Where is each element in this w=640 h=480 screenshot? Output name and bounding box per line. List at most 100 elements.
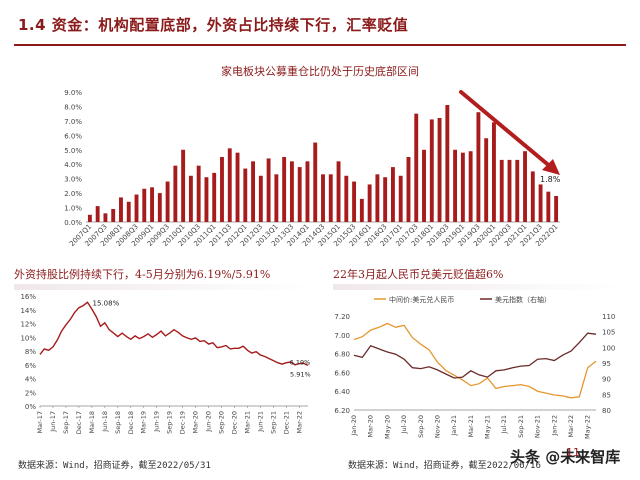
x-tick-label: Dec-20 — [231, 411, 239, 434]
slide-title: 1.4 资金：机构配置底部，外资占比持续下行，汇率贬值 — [18, 16, 409, 34]
bar — [352, 181, 357, 222]
bar — [398, 175, 403, 222]
data-label-last: 1.8% — [540, 175, 561, 184]
x-tick-label: Sep-17 — [62, 411, 70, 434]
x-tick-label: Mar-19 — [140, 411, 148, 433]
bar — [235, 152, 240, 222]
bar — [165, 181, 170, 222]
chart3-title-rule — [333, 284, 621, 290]
y-tick-label: 14% — [20, 307, 36, 315]
x-tick-label: Jan-21 — [450, 415, 458, 437]
x-tick-label: Jul-20 — [400, 415, 408, 434]
y-tick-label: 5.0% — [64, 147, 82, 155]
bar — [227, 148, 232, 222]
bar — [196, 165, 201, 222]
source-note-left: 数据来源：Wind，招商证券，截至2022/05/31 — [18, 461, 211, 471]
bar — [336, 161, 341, 222]
y-left-tick-label: 6.80 — [334, 351, 350, 359]
bar — [484, 138, 489, 222]
x-tick-label: Jun-20 — [205, 411, 213, 433]
bar — [297, 167, 302, 222]
x-tick-label: Jul-21 — [500, 415, 508, 434]
bar — [305, 161, 310, 222]
bar — [181, 149, 186, 222]
dxy-line — [353, 332, 597, 379]
bar — [126, 201, 131, 222]
bar — [359, 198, 364, 222]
bar — [414, 113, 419, 222]
bar — [390, 167, 395, 222]
x-tick-label: Sep-19 — [166, 411, 174, 434]
bar — [150, 187, 154, 222]
watermark: 头条 @未来智库 — [510, 448, 621, 466]
fx-dual-axis-chart: 6.20 6.40 6.60 6.80 7.00 7.20 80 85 90 95 100 105 11… — [334, 295, 615, 439]
y-tick-label: 0% — [25, 403, 36, 411]
bar — [321, 174, 325, 222]
bar — [95, 206, 100, 222]
foreign-holding-line — [39, 301, 309, 367]
bar — [453, 149, 458, 222]
x-tick-label: Sep-20 — [218, 411, 226, 434]
peak-label: 15.08% — [93, 299, 120, 307]
x-tick-label: Dec-18 — [127, 411, 135, 434]
bar — [383, 177, 388, 222]
x-tick-label: Sep-21 — [269, 411, 277, 434]
legend-label: 美元指数（右轴） — [495, 295, 551, 304]
y-left-tick-label: 7.00 — [334, 332, 350, 340]
usdcny-line — [353, 322, 597, 399]
bar — [437, 118, 442, 222]
x-tick-label: Dec-17 — [75, 411, 83, 434]
y-tick-label: 16% — [20, 293, 36, 301]
bar — [282, 157, 287, 222]
bar — [142, 188, 147, 222]
y-right-tick-label: 80 — [602, 407, 611, 415]
x-tick-label: Mar-17 — [36, 411, 44, 433]
y-right-tick-label: 85 — [602, 391, 611, 399]
bar — [468, 151, 473, 222]
y-right-tick-label: 95 — [602, 360, 611, 368]
chart2-title-rule — [14, 284, 310, 290]
y-tick-label: 10% — [20, 334, 36, 342]
bar — [406, 157, 411, 222]
bar — [499, 159, 504, 222]
foreign-holding-line-chart: 0% 2% 4% 6% 8% 10% 12% 14% 16% Mar-17 Jun-17 Sep-17… — [20, 293, 310, 434]
y-left-tick-label: 6.40 — [334, 388, 350, 396]
trend-arrow-shaft — [459, 90, 554, 170]
y-right-tick-label: 90 — [602, 376, 611, 384]
x-tick-label: Jun-18 — [101, 411, 109, 433]
x-tick-label: Jun-21 — [256, 411, 264, 433]
x-tick-label: Mar-21 — [467, 415, 475, 437]
bar — [212, 172, 217, 222]
x-tick-label: Sep-21 — [517, 415, 525, 438]
bar — [515, 159, 520, 222]
y-tick-label: 8.0% — [64, 103, 82, 111]
y-right-tick-label: 100 — [602, 344, 615, 352]
x-tick-label: Sep-20 — [417, 415, 425, 438]
bar — [289, 161, 294, 222]
x-tick-label: Mar-22 — [295, 411, 303, 433]
y-left-tick-label: 7.20 — [334, 313, 350, 321]
bar — [367, 184, 372, 222]
y-tick-label: 12% — [20, 321, 36, 329]
y-left-tick-label: 6.20 — [334, 407, 350, 415]
bar — [274, 174, 279, 222]
bar — [220, 157, 224, 222]
bar — [103, 213, 108, 222]
y-tick-label: 4.0% — [64, 161, 82, 169]
x-tick-label: Mar-20 — [367, 415, 375, 437]
x-tick-label: Jun-17 — [49, 411, 57, 433]
y-tick-label: 2% — [25, 389, 36, 397]
x-tick-label: Mar-22 — [567, 415, 575, 437]
bar — [460, 152, 465, 222]
y-left-tick-label: 6.60 — [334, 369, 350, 377]
y-tick-label: 2.0% — [64, 190, 82, 198]
bar — [173, 165, 178, 222]
y-tick-label: 7.0% — [64, 118, 82, 126]
chart2-title: 外资持股比例持续下行，4-5月分别为6.19%/5.91% — [14, 268, 271, 281]
y-tick-label: 4% — [25, 376, 36, 384]
bar — [507, 159, 512, 222]
page-number: 11 — [566, 446, 580, 459]
bar — [111, 209, 116, 222]
bar — [546, 191, 551, 222]
bar — [538, 184, 543, 222]
